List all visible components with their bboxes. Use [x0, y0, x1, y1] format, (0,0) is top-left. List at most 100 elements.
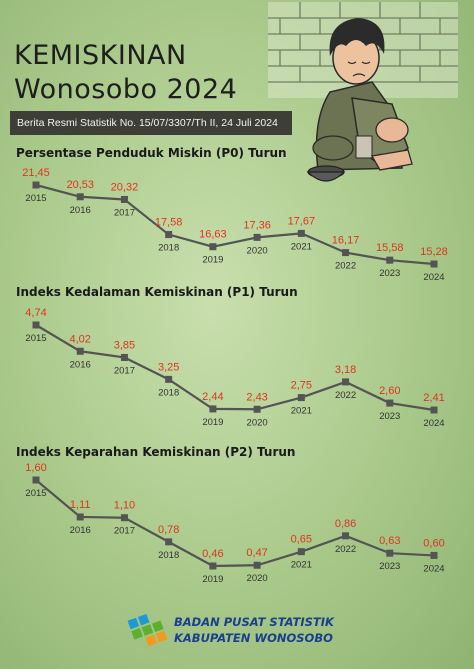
value-label-p1-2023: 2,60	[379, 385, 400, 397]
year-label-p1-2022: 2022	[335, 390, 356, 401]
year-label-p1-2023: 2023	[379, 411, 400, 422]
year-label-p0-2016: 2016	[70, 205, 91, 216]
data-point-p2-2024	[430, 551, 438, 559]
data-point-p1-2016	[76, 347, 84, 355]
value-label-p0-2022: 16,17	[332, 235, 360, 247]
chart-title-p0: Persentase Penduduk Miskin (P0) Turun	[16, 146, 287, 160]
data-point-p2-2019	[209, 562, 217, 570]
series-line-p1	[35, 324, 435, 412]
data-point-p0-2016	[76, 193, 84, 201]
data-point-p1-2022	[342, 378, 350, 386]
year-label-p1-2024: 2024	[423, 418, 444, 429]
value-label-p1-2019: 2,44	[202, 391, 223, 403]
chart-title-p2: Indeks Keparahan Kemiskinan (P2) Turun	[16, 445, 296, 459]
year-label-p1-2020: 2020	[247, 417, 268, 428]
value-label-p0-2024: 15,28	[420, 246, 448, 258]
data-point-p2-2017	[120, 514, 128, 522]
value-label-p0-2018: 17,58	[155, 217, 183, 229]
year-label-p1-2017: 2017	[114, 365, 135, 376]
year-label-p0-2022: 2022	[335, 261, 356, 272]
value-label-p2-2024: 0,60	[423, 537, 444, 549]
year-label-p2-2018: 2018	[158, 550, 179, 561]
data-point-p1-2017	[120, 353, 128, 361]
value-label-p0-2016: 20,53	[66, 179, 94, 191]
year-label-p2-2023: 2023	[379, 561, 400, 572]
year-label-p0-2018: 2018	[158, 243, 179, 254]
data-point-p2-2015	[32, 476, 40, 484]
value-label-p1-2022: 3,18	[335, 364, 356, 376]
data-point-p1-2023	[386, 399, 394, 407]
year-label-p2-2024: 2024	[423, 563, 444, 574]
bps-logo: BADAN PUSAT STATISTIK KABUPATEN WONOSOBO	[126, 606, 356, 656]
value-label-p2-2021: 0,65	[291, 534, 312, 546]
begging-bowl-icon	[306, 165, 346, 182]
data-point-p1-2015	[32, 321, 40, 329]
data-point-p1-2021	[297, 394, 305, 402]
bps-logo-icon	[127, 613, 168, 647]
value-label-p0-2019: 16,63	[199, 229, 227, 241]
data-point-p1-2020	[253, 405, 261, 413]
series-line-p0	[35, 183, 435, 266]
value-label-p2-2022: 0,86	[335, 518, 356, 530]
data-point-p1-2018	[165, 375, 173, 383]
data-point-p2-2016	[76, 513, 84, 521]
page-title-line1: KEMISKINAN	[14, 40, 187, 71]
year-label-p2-2016: 2016	[70, 525, 91, 536]
value-label-p2-2016: 1,11	[70, 499, 91, 511]
year-label-p2-2015: 2015	[25, 488, 46, 499]
year-label-p0-2021: 2021	[291, 241, 312, 252]
data-point-p1-2019	[209, 405, 217, 413]
value-label-p0-2021: 17,67	[288, 215, 316, 227]
data-point-p0-2022	[342, 249, 350, 257]
data-point-p0-2023	[386, 256, 394, 264]
year-label-p0-2019: 2019	[202, 255, 223, 266]
year-label-p1-2019: 2019	[202, 417, 223, 428]
data-point-p0-2018	[165, 231, 173, 239]
year-label-p2-2022: 2022	[335, 544, 356, 555]
year-label-p2-2017: 2017	[114, 526, 135, 537]
value-label-p2-2018: 0,78	[158, 524, 179, 536]
data-point-p2-2023	[386, 549, 394, 557]
year-label-p0-2017: 2017	[114, 207, 135, 218]
value-label-p0-2020: 17,36	[243, 219, 271, 231]
series-line-p2	[35, 479, 435, 568]
data-point-p2-2020	[253, 561, 261, 569]
year-label-p0-2020: 2020	[247, 245, 268, 256]
value-label-p1-2020: 2,43	[246, 391, 267, 403]
value-label-p2-2015: 1,60	[25, 462, 46, 474]
year-label-p2-2020: 2020	[247, 573, 268, 584]
org-region: KABUPATEN WONOSOBO	[174, 631, 333, 645]
data-point-p0-2021	[297, 229, 305, 237]
data-point-p2-2021	[297, 548, 305, 556]
data-point-p0-2024	[430, 260, 438, 268]
sad-person-figure	[312, 18, 413, 171]
year-label-p0-2023: 2023	[379, 268, 400, 279]
value-label-p1-2017: 3,85	[114, 339, 135, 351]
value-label-p0-2023: 15,58	[376, 242, 404, 254]
value-label-p1-2024: 2,41	[423, 392, 444, 404]
year-label-p1-2018: 2018	[158, 387, 179, 398]
value-label-p2-2023: 0,63	[379, 535, 400, 547]
data-point-p0-2019	[209, 243, 217, 251]
value-label-p1-2015: 4,74	[25, 307, 46, 319]
value-label-p1-2016: 4,02	[70, 333, 91, 345]
year-label-p2-2021: 2021	[291, 560, 312, 571]
value-label-p1-2021: 2,75	[291, 380, 312, 392]
publication-reference: Berita Resmi Statistik No. 15/07/3307/Th…	[10, 111, 292, 135]
year-label-p2-2019: 2019	[202, 574, 223, 585]
page-title-line2: Wonosobo 2024	[14, 74, 238, 105]
value-label-p0-2015: 21,45	[22, 167, 50, 179]
data-point-p2-2022	[342, 532, 350, 540]
value-label-p1-2018: 3,25	[158, 361, 179, 373]
year-label-p0-2015: 2015	[25, 193, 46, 204]
org-name: BADAN PUSAT STATISTIK	[174, 615, 334, 629]
chart-title-p1: Indeks Kedalaman Kemiskinan (P1) Turun	[16, 285, 298, 299]
year-label-p1-2021: 2021	[291, 406, 312, 417]
data-point-p2-2018	[165, 538, 173, 546]
value-label-p0-2017: 20,32	[111, 181, 139, 193]
year-label-p1-2015: 2015	[25, 333, 46, 344]
data-point-p1-2024	[430, 406, 438, 414]
